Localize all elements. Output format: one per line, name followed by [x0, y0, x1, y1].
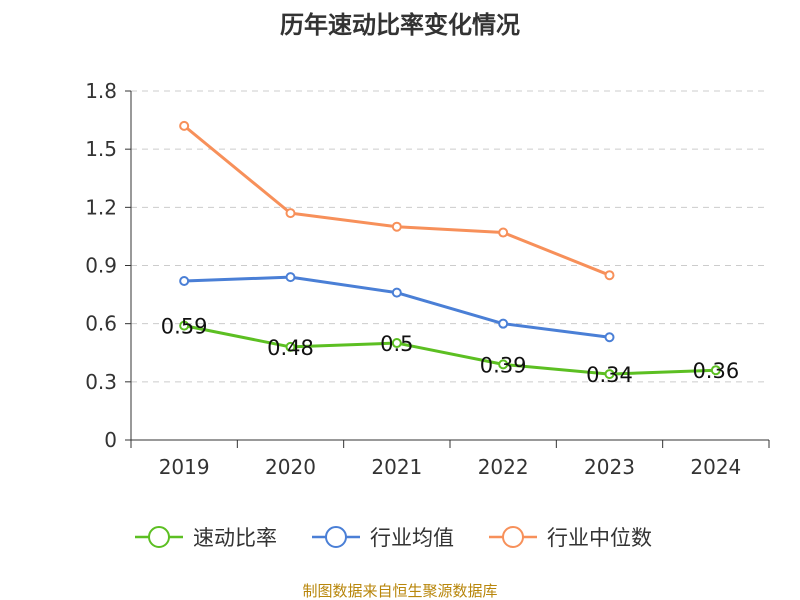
legend-marker-0[interactable]: [148, 526, 170, 548]
data-labels: 0.59 0.48 0.5 0.39 0.34 0.36: [161, 315, 739, 387]
legend-marker-1[interactable]: [325, 526, 347, 548]
series-line-0: [182, 324, 718, 376]
point-2-2022[interactable]: [498, 227, 509, 238]
legend-label-1[interactable]: 行业均值: [370, 526, 454, 550]
series-line-1: [182, 275, 611, 339]
x-tick-label-2019: 2019: [159, 455, 210, 479]
series-line-2: [182, 124, 611, 277]
point-2-2023[interactable]: [604, 270, 615, 281]
point-0-2022[interactable]: [498, 359, 509, 370]
grid-lines: [131, 90, 769, 383]
data-label-2021: 0.5: [380, 332, 413, 356]
axes: 0 0.3 0.6 0.9 1.2 1.5 1.8 2019 2020 2021 2022 2023 2…: [85, 79, 770, 479]
legend[interactable]: 速动比率 行业均值 行业中位数: [135, 526, 652, 550]
point-2-2020[interactable]: [285, 208, 296, 219]
chart-title: 历年速动比率变化情况: [280, 11, 520, 39]
x-tick-label-2021: 2021: [371, 455, 422, 479]
y-tick-label-3: 0.9: [85, 254, 117, 278]
x-tick-label-2022: 2022: [478, 455, 529, 479]
y-tick-label-2: 0.6: [85, 312, 117, 336]
point-2-2019[interactable]: [179, 120, 190, 131]
y-tick-label-0: 0: [104, 428, 117, 452]
legend-label-2[interactable]: 行业中位数: [547, 526, 652, 550]
data-label-2024: 0.36: [692, 359, 739, 383]
legend-marker-2[interactable]: [502, 526, 524, 548]
y-tick-label-4: 1.2: [85, 195, 117, 219]
legend-label-0[interactable]: 速动比率: [193, 526, 277, 550]
point-1-2021[interactable]: [391, 287, 402, 298]
y-tick-label-1: 0.3: [85, 370, 117, 394]
y-tick-label-6: 1.8: [85, 79, 117, 103]
point-0-2021[interactable]: [391, 338, 402, 349]
point-1-2023[interactable]: [604, 332, 615, 343]
source-note: 制图数据来自恒生聚源数据库: [302, 582, 497, 600]
x-tick-label-2024: 2024: [690, 455, 741, 479]
data-label-2023: 0.34: [586, 363, 633, 387]
point-1-2019[interactable]: [179, 276, 190, 287]
data-label-2019: 0.59: [161, 315, 208, 339]
x-tick-label-2023: 2023: [584, 455, 635, 479]
point-0-2019[interactable]: [179, 320, 190, 331]
point-1-2022[interactable]: [498, 318, 509, 329]
series-group: [179, 120, 721, 380]
point-2-2021[interactable]: [391, 221, 402, 232]
x-tick-label-2020: 2020: [265, 455, 316, 479]
point-1-2020[interactable]: [285, 272, 296, 283]
data-label-2022: 0.39: [480, 353, 527, 377]
data-label-2020: 0.48: [267, 336, 314, 360]
point-0-2024[interactable]: [710, 365, 721, 376]
point-0-2020[interactable]: [285, 341, 296, 352]
point-0-2023[interactable]: [604, 369, 615, 380]
y-tick-label-5: 1.5: [85, 137, 117, 161]
